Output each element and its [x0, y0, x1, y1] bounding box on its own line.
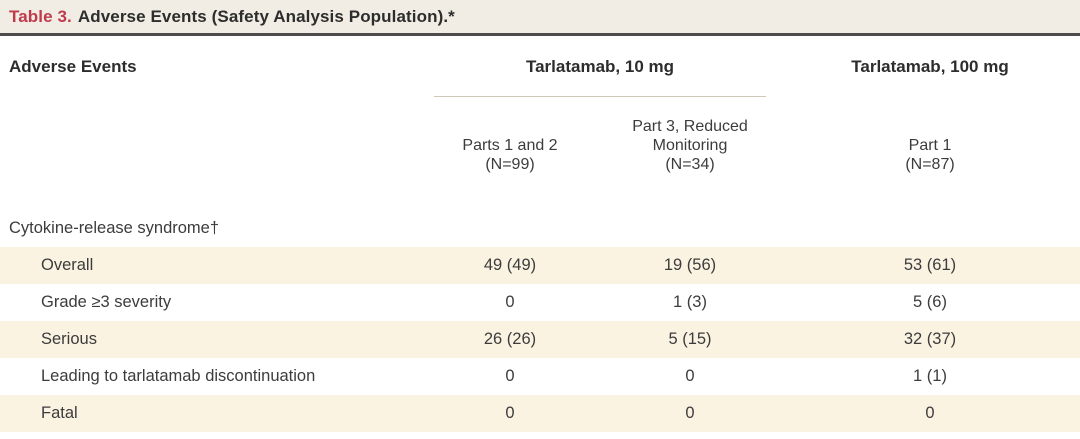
table-row-leading-to-discontinuation: Leading to tarlatamab discontinuation 0 …	[0, 358, 1080, 395]
subcolumn-parts-1-and-2: Parts 1 and 2 (N=99)	[420, 136, 600, 210]
subcolumn-line: Part 1	[908, 137, 952, 154]
cell-value: 49 (49)	[483, 256, 537, 274]
subcolumn-part-1: Part 1 (N=87)	[780, 136, 1080, 210]
cell-value: 5 (6)	[913, 293, 947, 311]
subcolumn-line: Part 3, Reduced	[632, 118, 748, 135]
subcolumn-line: Parts 1 and 2	[462, 137, 558, 154]
table-row-fatal: Fatal 0 0 0	[0, 395, 1080, 432]
cell-value: 0	[505, 293, 515, 311]
cell-value: 0	[925, 404, 935, 422]
cell-value: 1 (3)	[673, 293, 707, 311]
table-number: Table 3.	[9, 6, 72, 26]
table-row-serious: Serious 26 (26) 5 (15) 32 (37)	[0, 321, 1080, 358]
cell-value: 0	[685, 367, 695, 385]
title-divider-rule	[0, 33, 1080, 36]
row-label: Fatal	[41, 404, 78, 422]
column-group-tarlatamab-10mg: Tarlatamab, 10 mg	[420, 36, 780, 97]
cell-value: 5 (15)	[668, 330, 712, 348]
row-label: Grade ≥3 severity	[41, 293, 172, 311]
row-label: Leading to tarlatamab discontinuation	[41, 367, 316, 385]
row-label: Overall	[41, 256, 94, 274]
table-title-bar: Table 3. Adverse Events (Safety Analysis…	[0, 0, 1080, 33]
cell-value: 0	[685, 404, 695, 422]
column-header-tarlatamab-100mg: Tarlatamab, 100 mg	[851, 56, 1009, 76]
cell-value: 32 (37)	[903, 330, 957, 348]
table-title: Adverse Events (Safety Analysis Populati…	[77, 6, 455, 26]
subcolumn-sample-size: (N=99)	[485, 156, 535, 173]
cell-value: 19 (56)	[663, 256, 717, 274]
row-label: Serious	[41, 330, 97, 348]
subcolumn-sample-size: (N=87)	[905, 156, 955, 173]
cell-value: 0	[505, 404, 515, 422]
section-header-cytokine-release-syndrome: Cytokine-release syndrome†	[0, 210, 1080, 247]
column-header-row: Adverse Events Tarlatamab, 10 mg Tarlata…	[0, 36, 1080, 97]
subcolumn-part-3-reduced-monitoring: Part 3, Reduced Monitoring (N=34)	[600, 117, 780, 210]
cell-value: 26 (26)	[483, 330, 537, 348]
table-row-overall: Overall 49 (49) 19 (56) 53 (61)	[0, 247, 1080, 284]
cell-value: 1 (1)	[913, 367, 947, 385]
subcolumn-header-row: Parts 1 and 2 (N=99) Part 3, Reduced Mon…	[0, 97, 1080, 210]
cell-value: 0	[505, 367, 515, 385]
subcolumn-sample-size: (N=34)	[665, 156, 715, 173]
subcolumn-line: Monitoring	[652, 137, 728, 154]
cell-value: 53 (61)	[903, 256, 957, 274]
column-header-adverse-events: Adverse Events	[9, 56, 137, 76]
table-row-grade-3-severity: Grade ≥3 severity 0 1 (3) 5 (6)	[0, 284, 1080, 321]
